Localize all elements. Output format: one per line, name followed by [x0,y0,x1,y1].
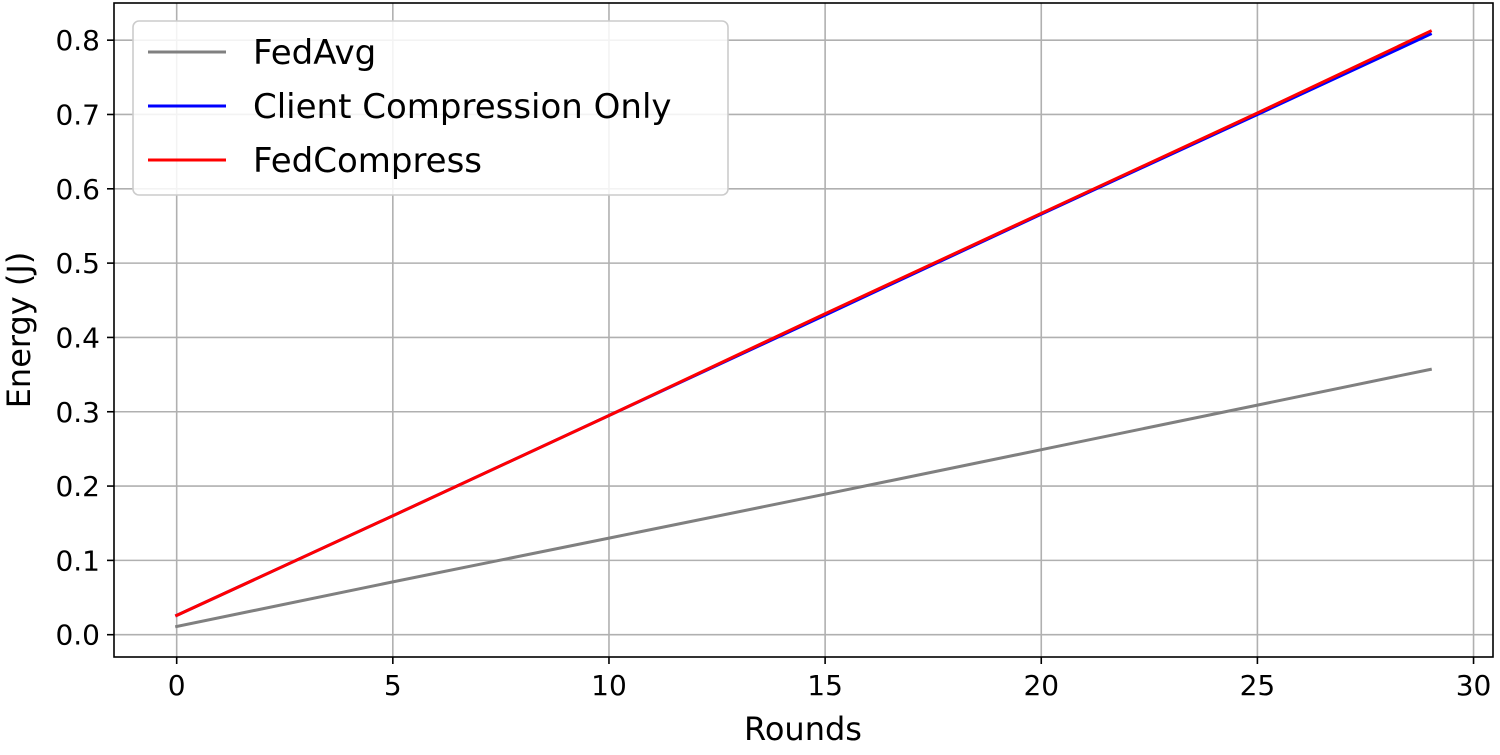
legend-label: FedCompress [253,141,482,181]
series-line [174,29,1433,618]
y-tick-label: 0.0 [55,619,100,652]
y-axis-label: Energy (J) [0,252,38,409]
y-tick-label: 0.3 [55,396,100,429]
legend-label: Client Compression Only [253,87,672,127]
x-tick-label: 0 [168,669,186,702]
y-tick-label: 0.4 [55,321,100,354]
y-tick-label: 0.2 [55,470,100,503]
x-tick-label: 5 [384,669,402,702]
x-tick-label: 10 [591,669,627,702]
y-tick-label: 0.6 [55,173,100,206]
x-axis-label: Rounds [744,710,862,748]
y-tick-label: 0.8 [55,24,100,57]
legend-box [132,20,729,196]
tick-layer: 0 5 10 15 20 25 30 0.0 0.1 0.2 0.3 0.4 0.5 0.6 0.7 0.8 [55,24,1491,702]
y-tick-label: 0.1 [55,544,100,577]
series-layer [174,29,1433,629]
x-tick-label: 25 [1240,669,1276,702]
x-tick-label: 15 [807,669,843,702]
y-tick-label: 0.5 [55,247,100,280]
y-tick-label: 0.7 [55,98,100,131]
legend-label: FedAvg [253,33,376,73]
x-tick-label: 30 [1456,669,1492,702]
x-tick-label: 20 [1023,669,1059,702]
legend: FedAvg Client Compression Only FedCompress [132,20,729,196]
plot-frame [113,2,1494,658]
series-line [174,367,1433,629]
